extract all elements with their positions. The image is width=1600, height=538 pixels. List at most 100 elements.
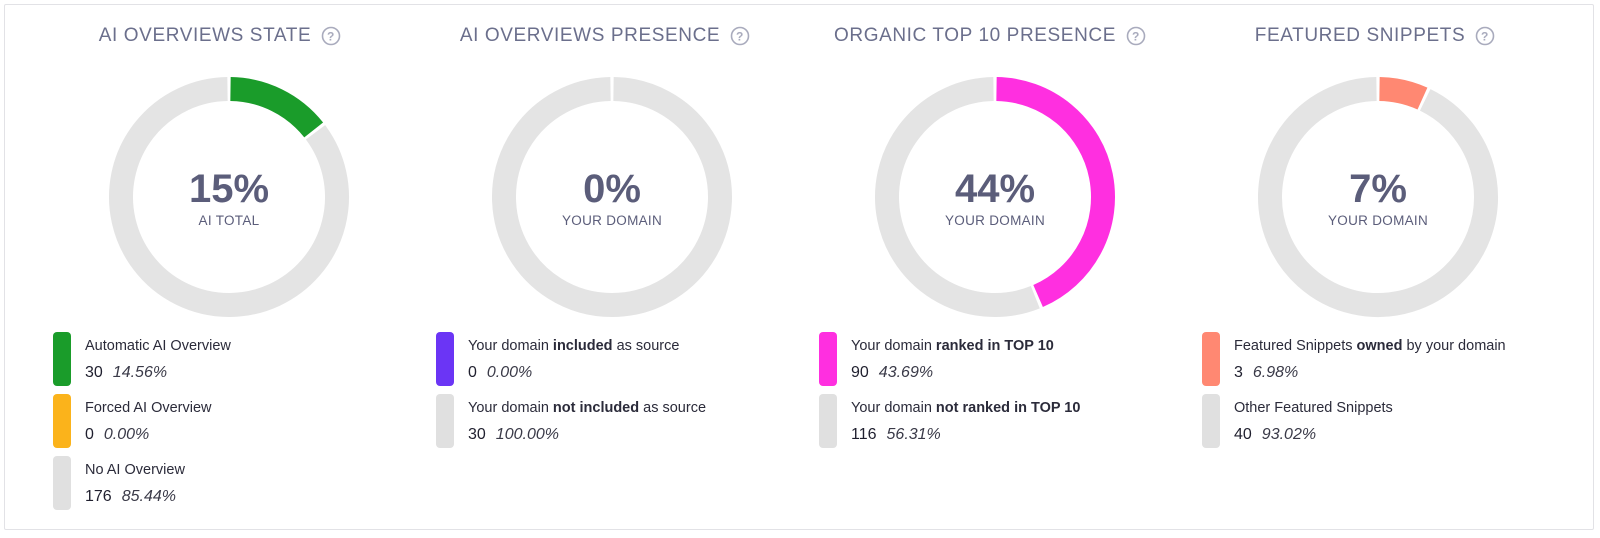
donut-svg <box>109 77 349 317</box>
legend-values: 116 56.31% <box>851 424 1080 446</box>
legend-percent: 0.00% <box>486 364 533 381</box>
panel-title-text: FEATURED SNIPPETS <box>1254 25 1466 46</box>
legend-swatch <box>53 332 71 386</box>
legend-count: 40 <box>1234 426 1252 443</box>
legend-swatch <box>1202 394 1220 448</box>
donut-svg <box>1258 77 1498 317</box>
legend-item[interactable]: No AI Overview 176 85.44% <box>53 456 231 510</box>
panel-title: AI OVERVIEWS PRESENCE ? <box>410 25 800 47</box>
legend-values: 0 0.00% <box>85 424 231 446</box>
center-label: AI TOTAL <box>198 212 260 228</box>
legend-label-part: ranked in TOP 10 <box>935 338 1054 354</box>
donut-chart: 15% AI TOTAL <box>99 67 359 327</box>
panel-ai-overviews-presence: AI OVERVIEWS PRESENCE ? 0% YOUR DOMAIN Y… <box>410 5 800 531</box>
legend-label-part: as source <box>612 338 680 354</box>
legend-percent: 85.44% <box>121 488 176 505</box>
legend-label-part: Your domain <box>468 338 553 354</box>
legend-label: Other Featured Snippets <box>1234 394 1506 418</box>
legend-item[interactable]: Forced AI Overview 0 0.00% <box>53 394 231 448</box>
svg-text:?: ? <box>327 30 335 44</box>
donut-segment[interactable] <box>875 77 1040 317</box>
legend-values: 30 100.00% <box>468 424 706 446</box>
center-value: 0% <box>583 166 641 211</box>
donut-center: 7% YOUR DOMAIN <box>1248 67 1508 327</box>
question-circle-icon[interactable]: ? <box>1126 26 1146 46</box>
question-circle-icon[interactable]: ? <box>1475 26 1495 46</box>
legend-count: 0 <box>468 364 477 381</box>
legend-percent: 93.02% <box>1261 426 1317 443</box>
legend-label-part: Featured Snippets <box>1234 338 1357 354</box>
donut-chart: 44% YOUR DOMAIN <box>865 67 1125 327</box>
donut-segment[interactable] <box>1378 77 1428 110</box>
legend-values: 0 0.00% <box>468 362 706 384</box>
legend-swatch <box>1202 332 1220 386</box>
legend-item[interactable]: Featured Snippets owned by your domain 3 6… <box>1202 332 1506 386</box>
legend-label: No AI Overview <box>85 456 231 480</box>
legend-label-part: Your domain <box>851 338 936 354</box>
panel-ai-overviews-state: AI OVERVIEWS STATE ? 15% AI TOTAL Automa… <box>25 5 415 531</box>
panel-title-text: AI OVERVIEWS PRESENCE <box>459 25 721 46</box>
legend-item[interactable]: Your domain ranked in TOP 10 90 43.69% <box>819 332 1080 386</box>
donut-segment[interactable] <box>109 77 349 317</box>
center-value: 44% <box>954 166 1036 211</box>
svg-text:?: ? <box>1481 30 1489 44</box>
legend-label: Featured Snippets owned by your domain <box>1234 332 1506 356</box>
legend-count: 30 <box>468 426 486 443</box>
legend-values: 90 43.69% <box>851 362 1080 384</box>
legend-swatch <box>53 394 71 448</box>
legend-swatch <box>436 332 454 386</box>
legend-item[interactable]: Your domain included as source 0 0.00% <box>436 332 706 386</box>
legend-label-part: Automatic AI Overview <box>85 338 231 354</box>
legend-label-part: Your domain <box>851 400 936 416</box>
svg-text:?: ? <box>736 30 744 44</box>
panel-title: ORGANIC TOP 10 PRESENCE ? <box>795 25 1185 47</box>
legend-percent: 14.56% <box>112 364 168 381</box>
donut-chart: 0% YOUR DOMAIN <box>482 67 742 327</box>
legend-percent: 6.98% <box>1252 364 1299 381</box>
svg-text:?: ? <box>1132 30 1140 44</box>
dashboard-frame: AI OVERVIEWS STATE ? 15% AI TOTAL Automa… <box>4 4 1594 530</box>
legend-label-part: included <box>552 338 613 354</box>
legend-label-part: Forced AI Overview <box>85 400 212 416</box>
legend-label-part: Other Featured Snippets <box>1234 400 1393 416</box>
donut-segment[interactable] <box>996 77 1115 308</box>
legend-item[interactable]: Other Featured Snippets 40 93.02% <box>1202 394 1506 448</box>
legend-count: 116 <box>851 426 877 443</box>
legend-label-part: as source <box>639 400 707 416</box>
legend-item[interactable]: Automatic AI Overview 30 14.56% <box>53 332 231 386</box>
legend-label-part: owned <box>1356 338 1403 354</box>
legend-label: Your domain not included as source <box>468 394 706 418</box>
legend-count: 30 <box>85 364 103 381</box>
donut-svg <box>875 77 1115 317</box>
legend-label: Your domain ranked in TOP 10 <box>851 332 1080 356</box>
donut-segment[interactable] <box>229 77 324 138</box>
donut-center: 0% YOUR DOMAIN <box>482 67 742 327</box>
panel-title: FEATURED SNIPPETS ? <box>1180 25 1570 47</box>
legend-values: 40 93.02% <box>1234 424 1506 446</box>
question-circle-icon[interactable]: ? <box>321 26 341 46</box>
question-circle-icon[interactable]: ? <box>730 26 750 46</box>
donut-segment[interactable] <box>1258 77 1498 317</box>
legend-values: 176 85.44% <box>85 486 231 508</box>
legend-item[interactable]: Your domain not ranked in TOP 10 116 56.31… <box>819 394 1080 448</box>
legend-label-part: Your domain <box>468 400 553 416</box>
center-value: 7% <box>1349 166 1407 211</box>
legend-swatch <box>819 332 837 386</box>
legend: Your domain included as source 0 0.00% Your… <box>436 332 706 456</box>
legend-item[interactable]: Your domain not included as source 30 100.… <box>436 394 706 448</box>
donut-chart: 7% YOUR DOMAIN <box>1248 67 1508 327</box>
panel-organic-top10-presence: ORGANIC TOP 10 PRESENCE ? 44% YOUR DOMAI… <box>795 5 1185 531</box>
donut-center: 15% AI TOTAL <box>99 67 359 327</box>
donut-segment[interactable] <box>492 77 732 317</box>
legend-label-part: by your domain <box>1402 338 1506 354</box>
donut-svg <box>492 77 732 317</box>
donut-center: 44% YOUR DOMAIN <box>865 67 1125 327</box>
legend-swatch <box>436 394 454 448</box>
legend-count: 3 <box>1234 364 1243 381</box>
center-label: YOUR DOMAIN <box>944 212 1046 228</box>
legend: Your domain ranked in TOP 10 90 43.69% Your… <box>819 332 1080 456</box>
legend-count: 0 <box>85 426 94 443</box>
legend-percent: 56.31% <box>886 426 941 443</box>
legend-label-part: not ranked in TOP 10 <box>935 400 1081 416</box>
legend-percent: 0.00% <box>103 426 150 443</box>
